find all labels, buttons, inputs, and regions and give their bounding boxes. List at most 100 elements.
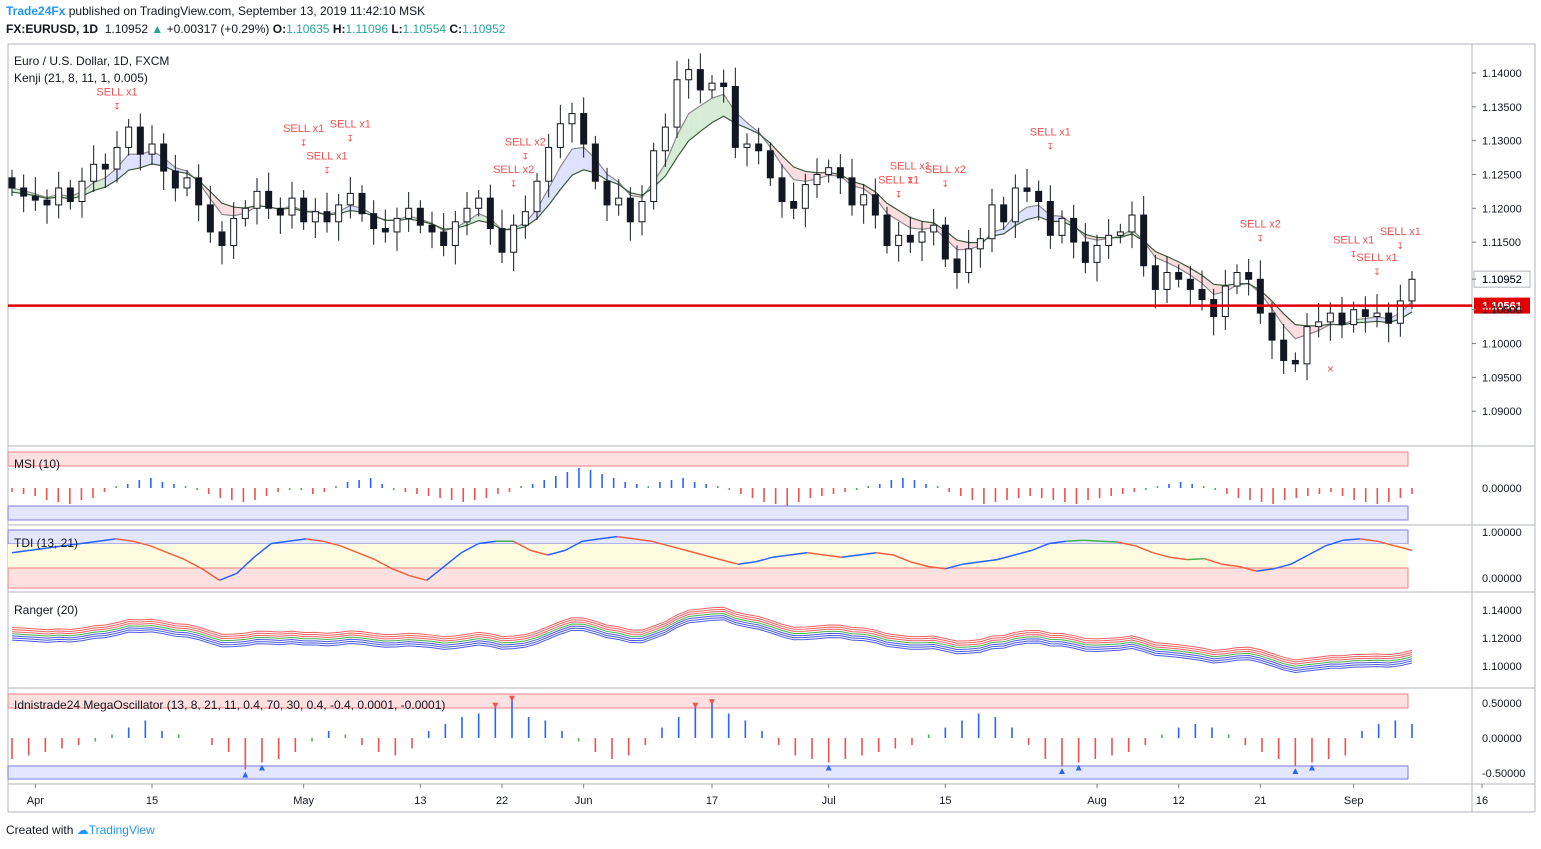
sell-signal-label: SELL x1	[306, 151, 347, 163]
ranger-band-line	[11, 617, 1413, 671]
candle-down	[486, 197, 494, 230]
candle-up	[1163, 272, 1171, 290]
candle-up	[650, 150, 658, 203]
sell-signal-label: SELL x1	[890, 160, 931, 172]
candle-down	[8, 177, 16, 189]
tdi-line-segment	[1377, 540, 1395, 547]
kenji-band-segment	[1167, 256, 1179, 269]
brand-link[interactable]: Trade24Fx	[6, 4, 66, 18]
tdi-line-segment	[530, 549, 548, 556]
tdi-line-segment	[1187, 557, 1205, 561]
mega-tick-label: -0.50000	[1482, 768, 1525, 780]
msi-pane-title: MSI (10)	[14, 457, 60, 471]
tdi-line-segment	[1325, 539, 1344, 547]
candle-down	[416, 207, 424, 226]
candle-up	[253, 190, 261, 209]
kenji-band-segment	[688, 105, 701, 141]
candle-down	[136, 126, 144, 155]
candle-down	[626, 197, 634, 223]
sell-signal-arrow-icon: ↧	[1397, 241, 1405, 251]
candle-down	[1070, 217, 1078, 243]
tdi-line-segment	[893, 554, 912, 563]
candle-up	[288, 197, 296, 216]
tdi-line-segment	[1394, 545, 1413, 552]
tdi-line-segment	[167, 552, 186, 561]
time-tick-label: 17	[706, 795, 718, 807]
tdi-line-segment	[1256, 568, 1274, 572]
candle-down	[1151, 265, 1159, 290]
candle-down	[731, 86, 739, 148]
candle-down	[778, 177, 786, 203]
candle-down	[766, 150, 774, 179]
support-price-tag	[1474, 297, 1530, 314]
candle-down	[1035, 190, 1043, 203]
sell-signal-arrow-icon: ↧	[942, 179, 950, 189]
candle-down	[66, 187, 74, 203]
msi-upper-zone	[7, 451, 1409, 467]
candle-up	[1058, 217, 1066, 236]
time-tick-label: Aug	[1087, 795, 1107, 807]
tradingview-link[interactable]: TradingView	[88, 823, 155, 837]
tdi-line-segment	[219, 572, 237, 581]
mega-sell-marker-icon: ▼	[690, 701, 700, 712]
msi-pane[interactable]	[7, 451, 1413, 521]
candle-down	[1338, 312, 1346, 326]
candle-down	[31, 195, 39, 201]
created-with-text: Created with	[6, 823, 74, 837]
candle-down	[871, 194, 879, 216]
tdi-line-segment	[1307, 545, 1326, 556]
kenji-band-segment	[700, 98, 712, 132]
candle-up	[976, 238, 984, 250]
time-tick-label: 13	[414, 795, 426, 807]
sell-signal-arrow-icon: ↧	[1373, 267, 1381, 277]
mega-tick-label: 0.50000	[1482, 698, 1522, 710]
tdi-line-segment	[11, 549, 30, 554]
sell-signal-arrow-icon: ↧	[895, 189, 903, 199]
candle-down	[160, 143, 168, 172]
buy-signal-cross-icon: ×	[1327, 362, 1334, 376]
sell-signal-arrow-icon: ↧	[1047, 142, 1055, 152]
ranger-tick-label: 1.10000	[1482, 661, 1522, 673]
kenji-band-segment	[1027, 205, 1039, 220]
candle-down	[1023, 187, 1031, 192]
price-tick-label: 1.11500	[1482, 237, 1521, 249]
tdi-pane[interactable]	[7, 529, 1413, 589]
megaoscillator-pane[interactable]: ▲ ▲ ▼ ▼ ▼ ▼ ▲ ▲ ▲ ▲ ▲	[7, 693, 1413, 781]
tdi-line-segment	[115, 538, 134, 542]
sell-signal-arrow-icon: ↧	[323, 166, 331, 176]
time-tick-label: Jun	[575, 795, 593, 807]
tdi-line-segment	[979, 558, 998, 563]
mega-buy-marker-icon: ▲	[1057, 766, 1067, 777]
tdi-line-segment	[737, 561, 756, 565]
sell-signal-arrow-icon: ↧	[113, 101, 121, 111]
candle-up	[1011, 187, 1019, 223]
sell-signal-label: SELL x2	[1240, 218, 1281, 230]
time-tick-label: Apr	[27, 795, 44, 807]
candle-up	[1396, 300, 1404, 324]
ranger-pane[interactable]	[11, 606, 1413, 674]
candle-up	[311, 211, 319, 223]
tdi-upper-zone	[7, 529, 1409, 545]
candle-up	[545, 146, 553, 182]
candle-down	[848, 177, 856, 206]
candle-down	[265, 190, 273, 209]
tdi-line-segment	[806, 551, 825, 556]
time-tick-label: 12	[1173, 795, 1185, 807]
last-price: 1.10952	[104, 22, 149, 36]
ranger-band-line	[11, 619, 1413, 674]
candle-up	[895, 234, 903, 246]
candle-down	[696, 69, 704, 91]
tdi-line-segment	[858, 551, 877, 556]
candle-down	[1256, 278, 1264, 314]
msi-tick-label: 0.00000	[1482, 483, 1522, 495]
candle-up	[241, 207, 249, 219]
kenji-band-segment	[1272, 301, 1284, 327]
candle-up	[860, 194, 868, 206]
candle-down	[101, 163, 109, 170]
kenji-band-segment	[677, 113, 689, 158]
kenji-band-segment	[548, 166, 561, 206]
candle-up	[743, 143, 751, 148]
price-pane-title: Euro / U.S. Dollar, 1D, FXCM	[14, 54, 169, 68]
